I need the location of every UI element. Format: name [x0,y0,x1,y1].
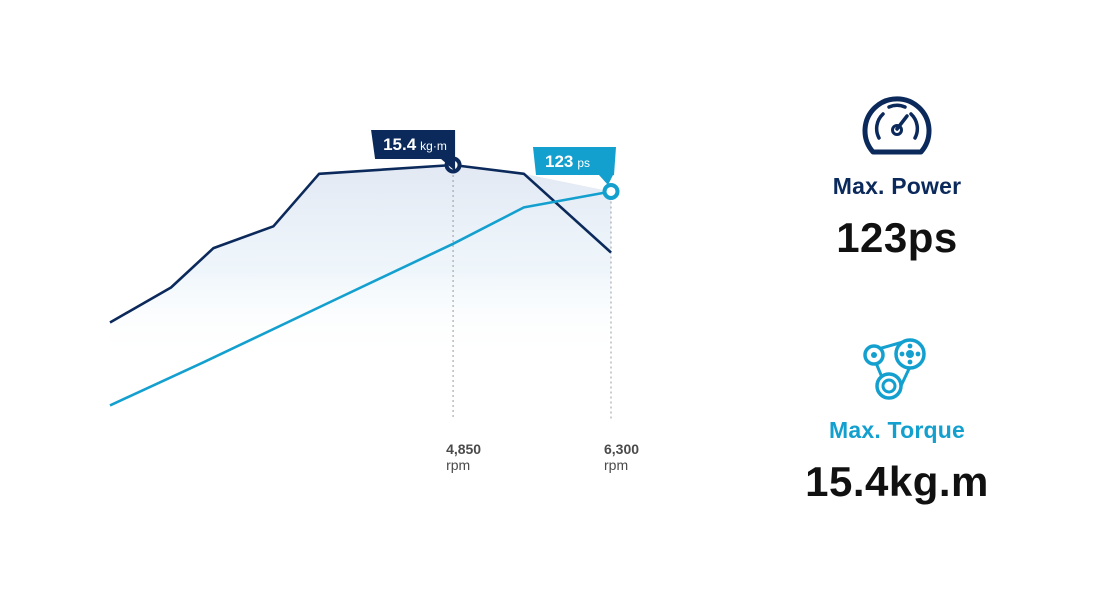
max-torque-spec: Max. Torque 15.4kg.m [797,338,997,506]
chart-fill-area [110,165,611,360]
svg-text:123ps: 123 ps [545,152,590,171]
x-tick-label: 4,850 [446,441,481,457]
power-peak-marker [602,182,620,200]
torque-line [109,163,612,324]
max-power-label: Max. Power [832,173,962,199]
x-tick-unit: rpm [604,457,628,473]
power-line [109,190,612,407]
svg-text:15.4kg·m: 15.4 kg·m [383,135,447,154]
power-peak-unit: ps [577,156,590,170]
power-peak-callout [533,147,616,185]
x-tick-unit: rpm [446,457,470,473]
max-power-value: 123ps [836,214,958,261]
x-tick-label: 6,300 [604,441,639,457]
max-torque-label: Max. Torque [829,417,965,443]
max-torque-value: 15.4kg.m [805,458,989,505]
torque-peak-unit: kg·m [420,139,447,153]
power-peak-value: 123 [545,152,573,171]
torque-peak-value: 15.4 [383,135,417,154]
max-power-spec: Max. Power 123ps [797,92,997,262]
speedometer-icon [797,92,997,163]
belt-pulley-icon [797,338,997,409]
torque-peak-callout [371,130,456,171]
